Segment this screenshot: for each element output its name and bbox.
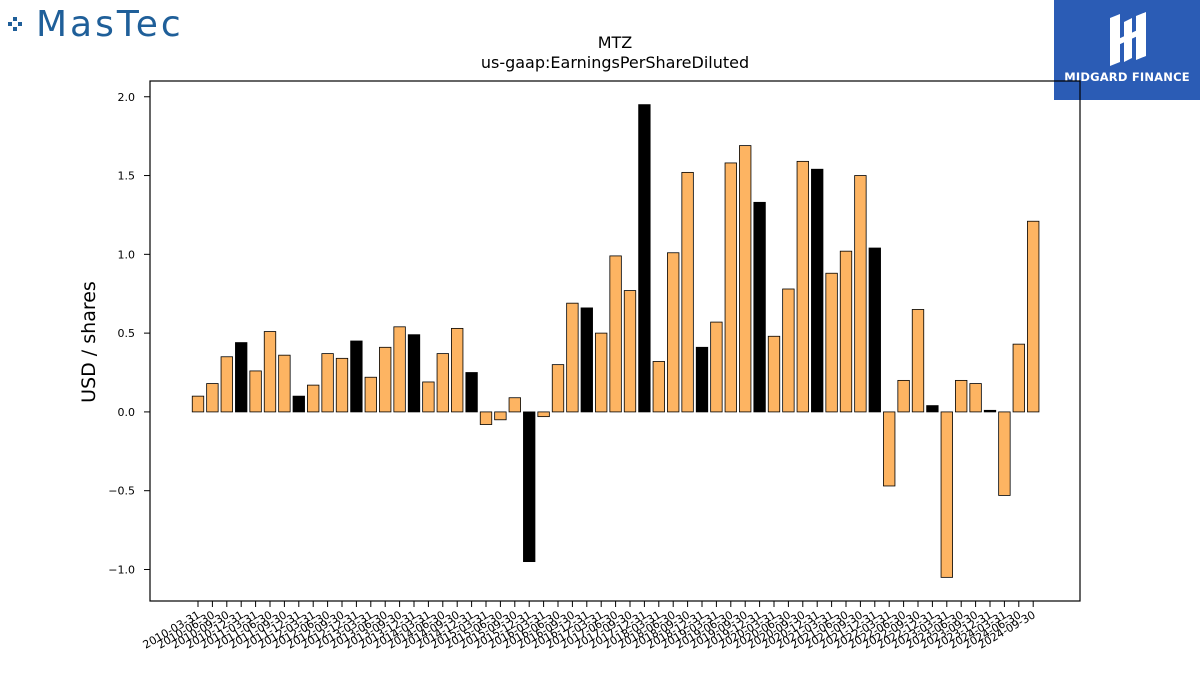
- bar-2011-03-31: [249, 370, 262, 413]
- bar-2016-09-30: [566, 302, 579, 413]
- mastec-wordmark: MasTec: [36, 3, 184, 45]
- plot-frame: [149, 80, 1081, 602]
- bar-2019-03-31: [710, 321, 723, 413]
- bar-2010-06-30: [206, 383, 219, 413]
- bar-2022-03-31: [883, 411, 896, 487]
- bar-2019-12-31: [753, 201, 766, 413]
- bar-2013-03-31: [364, 376, 377, 413]
- bar-2023-06-30: [955, 379, 968, 413]
- bar-2010-09-30: [220, 356, 233, 413]
- bar-2017-03-31: [595, 332, 608, 413]
- bar-2011-09-30: [278, 354, 291, 413]
- bar-2018-03-31: [652, 361, 665, 413]
- bar-2012-12-31: [350, 340, 363, 413]
- y-tick-label: −0.5: [108, 485, 135, 498]
- y-tick-label: 1.0: [118, 248, 136, 261]
- bar-2013-06-30: [379, 346, 392, 413]
- mastec-logo: MasTec: [8, 3, 184, 45]
- bar-2021-09-30: [854, 175, 867, 413]
- bar-2023-12-31: [983, 409, 997, 413]
- bar-2018-09-30: [681, 171, 694, 413]
- bar-2014-09-30: [451, 327, 464, 413]
- midgard-finance-logo: MIDGARD FINANCE: [1054, 0, 1200, 100]
- bar-2021-06-30: [839, 250, 853, 413]
- bar-2022-12-31: [926, 405, 939, 413]
- bar-2011-06-30: [263, 331, 277, 413]
- midgard-emblem-icon: [1110, 12, 1146, 66]
- bar-2023-09-30: [969, 383, 982, 413]
- bar-2021-03-31: [825, 272, 838, 413]
- bar-2015-12-31: [523, 411, 536, 563]
- bar-2020-03-31: [767, 335, 781, 413]
- bar-2020-12-31: [811, 168, 824, 413]
- midgard-finance-text: MIDGARD FINANCE: [1064, 70, 1190, 84]
- y-tick-label: 0.0: [118, 406, 136, 419]
- bar-2017-12-31: [638, 104, 651, 413]
- bar-2012-03-31: [307, 384, 320, 413]
- y-axis-label: USD / shares: [78, 281, 100, 403]
- bar-2017-06-30: [609, 255, 622, 413]
- bar-2018-12-31: [695, 346, 709, 413]
- bar-2012-06-30: [321, 353, 334, 413]
- bar-2022-06-30: [897, 379, 910, 413]
- bar-2012-09-30: [335, 357, 349, 413]
- bar-2015-06-30: [494, 411, 507, 421]
- y-tick-label: −1.0: [108, 563, 135, 576]
- bar-2024-09-30: [1027, 220, 1040, 413]
- bar-2010-03-31: [191, 395, 205, 413]
- x-axis: 2010-03-312010-06-302010-09-302010-12-31…: [141, 601, 1038, 652]
- bar-2010-12-31: [235, 342, 248, 413]
- bar-2013-09-30: [393, 326, 406, 413]
- bar-2014-03-31: [422, 381, 435, 413]
- y-tick-label: 2.0: [118, 91, 136, 104]
- bar-2020-06-30: [782, 288, 795, 413]
- bar-2014-06-30: [436, 353, 449, 413]
- bar-2020-09-30: [796, 160, 809, 413]
- y-tick-label: 1.5: [118, 170, 136, 183]
- chart-title: MTZ: [598, 33, 633, 52]
- bar-2021-12-31: [868, 247, 881, 413]
- bar-2016-03-31: [537, 411, 550, 418]
- bar-2018-06-30: [667, 252, 680, 413]
- bar-2022-09-30: [911, 309, 925, 413]
- bar-2019-09-30: [739, 145, 752, 413]
- pixel-mark-icon: [8, 17, 22, 31]
- bar-2024-03-31: [998, 411, 1011, 496]
- bar-2016-06-30: [551, 364, 565, 413]
- y-axis: −1.0 −0.5 0.0 0.5 1.0 1.5 2.0: [108, 91, 150, 576]
- bar-2014-12-31: [465, 372, 478, 413]
- bar-2013-12-31: [407, 334, 421, 413]
- bar-2019-06-30: [724, 162, 737, 413]
- bar-2024-06-30: [1012, 343, 1025, 413]
- bar-2023-03-31: [940, 411, 953, 578]
- bar-2015-09-30: [508, 397, 521, 413]
- bar-2015-03-31: [479, 411, 493, 425]
- bars-group: [191, 104, 1040, 578]
- bar-2016-12-31: [580, 307, 593, 413]
- chart-subtitle: us-gaap:EarningsPerShareDiluted: [481, 53, 749, 72]
- bar-2017-09-30: [623, 290, 637, 413]
- bar-2011-12-31: [292, 395, 305, 413]
- y-tick-label: 0.5: [118, 327, 136, 340]
